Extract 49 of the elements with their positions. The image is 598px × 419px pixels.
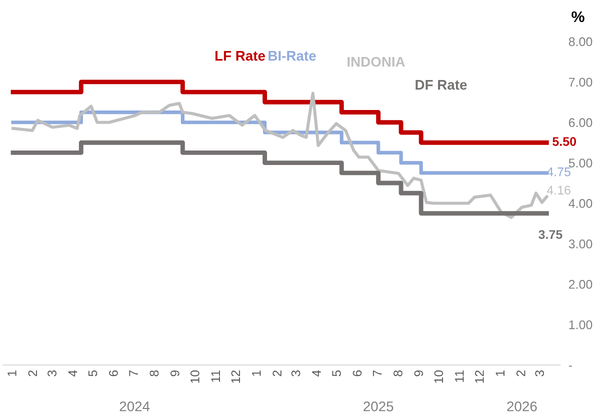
- x-tick-label: 5: [332, 370, 341, 376]
- x-tick-label: 7: [372, 370, 382, 376]
- x-tick-label: 6: [352, 370, 362, 376]
- x-tick-label: 8: [394, 370, 402, 376]
- x-tick-label: 4: [312, 370, 321, 377]
- x-tick-label: 12: [475, 370, 484, 383]
- x-tick-label: 1: [8, 370, 16, 376]
- y-tick-label: 2.00: [568, 280, 592, 289]
- data-label: 4.16: [546, 186, 570, 195]
- text: DF Rate: [416, 80, 467, 90]
- text: LF Rate: [215, 51, 265, 61]
- data-label: 5.50: [552, 137, 576, 146]
- y-tick-label: 7.00: [568, 78, 592, 87]
- x-tick-label: 7: [129, 370, 138, 376]
- x-tick-label: 9: [170, 370, 180, 376]
- y-tick-label: 4.00: [568, 199, 592, 208]
- x-tick-label: 8: [150, 370, 159, 376]
- x-tick-label: 2: [516, 370, 526, 376]
- x-tick-label: 2: [28, 370, 37, 376]
- line-series: [11, 92, 548, 219]
- y-tick-label: 6.00: [568, 118, 592, 128]
- x-tick-label: 11: [211, 370, 220, 382]
- y-axis-title: %: [572, 11, 584, 22]
- x-tick-label: 3: [291, 370, 300, 376]
- x-tick-label: 1: [496, 370, 504, 376]
- y-tick-label: 5.00: [568, 158, 592, 168]
- y-tick-label: 1.00: [569, 320, 592, 330]
- x2-tick-label: 2024: [120, 401, 150, 412]
- x2-tick-label: 2025: [364, 401, 394, 412]
- x-tick-label: 1: [252, 370, 261, 376]
- y-tick-label: 8.00: [568, 37, 592, 46]
- x-tick-label: 9: [414, 370, 424, 376]
- x-tick-label: 10: [434, 370, 444, 383]
- x-tick-label: 5: [88, 370, 98, 376]
- x-tick-label: 12: [231, 370, 240, 383]
- data-label: 4.75: [546, 168, 570, 176]
- text: INDONIA: [348, 56, 405, 67]
- x-tick-label: 2: [272, 370, 282, 376]
- data-label: 3.75: [538, 230, 562, 239]
- x-tick-label: 6: [109, 370, 118, 376]
- y-tick-label: 3.00: [568, 239, 592, 248]
- x-tick-label: 11: [455, 370, 464, 382]
- text: BI-Rate: [268, 51, 316, 61]
- y-tick-label: -: [568, 366, 572, 367]
- x-tick-label: 10: [190, 370, 200, 383]
- x-tick-label: 3: [535, 370, 544, 376]
- x-tick-label: 3: [48, 370, 56, 376]
- x-tick-label: 4: [68, 370, 78, 377]
- x2-tick-label: 2026: [507, 401, 537, 412]
